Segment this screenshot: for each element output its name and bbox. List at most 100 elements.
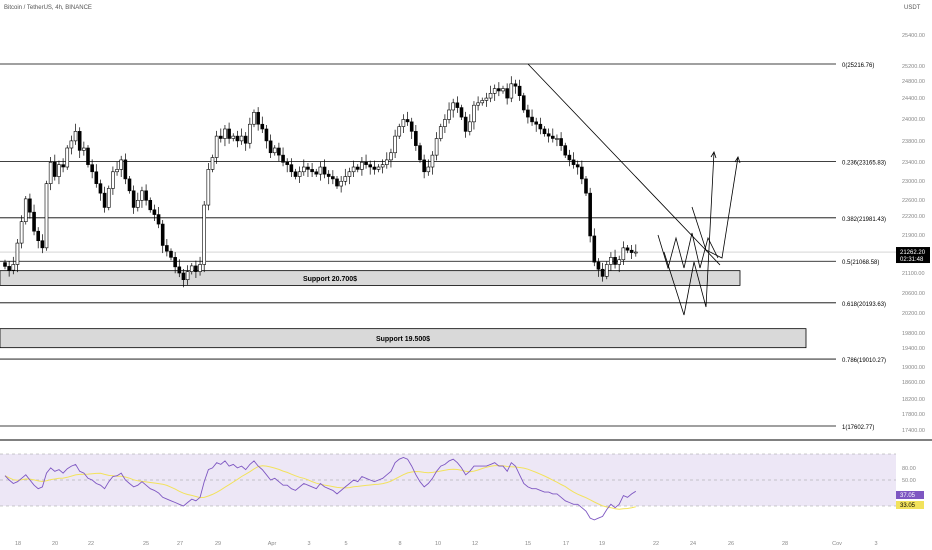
candle-body xyxy=(252,112,256,125)
candle-body xyxy=(567,154,572,161)
candle-body xyxy=(331,176,335,180)
candle-body xyxy=(239,135,244,142)
candle-body xyxy=(376,166,381,170)
candle-body xyxy=(335,178,339,187)
candle-body xyxy=(447,109,451,120)
time-tick: 24 xyxy=(690,541,696,547)
candle-body xyxy=(339,180,343,187)
candle-body xyxy=(214,135,219,158)
candle-body xyxy=(127,178,132,192)
candle-body xyxy=(98,183,103,194)
time-tick: 17 xyxy=(563,541,569,547)
candle-body xyxy=(596,261,601,270)
candle-body xyxy=(617,259,622,265)
currency-label: USDT xyxy=(904,5,921,11)
candle-body xyxy=(61,164,65,168)
price-tick: 17800.00 xyxy=(902,412,925,418)
candle-body xyxy=(405,119,410,123)
candle-body xyxy=(106,188,111,208)
candle-body xyxy=(438,126,443,139)
fib-label: 0(25216.76) xyxy=(842,63,874,69)
candle-body xyxy=(48,161,53,184)
candle-body xyxy=(488,93,493,99)
price-tick: 23400.00 xyxy=(902,160,925,166)
candle-body xyxy=(111,171,115,189)
candle-body xyxy=(69,140,74,149)
candle-body xyxy=(609,257,613,265)
candle-body xyxy=(542,128,547,135)
candle-body xyxy=(509,83,514,99)
candle-body xyxy=(198,264,202,272)
candle-body xyxy=(115,169,119,173)
candle-body xyxy=(306,166,310,170)
candle-body xyxy=(123,159,128,180)
candle-body xyxy=(314,171,319,175)
candle-body xyxy=(625,247,630,251)
price-tick: 20200.00 xyxy=(902,311,925,317)
candle-body xyxy=(281,154,285,163)
candle-body xyxy=(472,104,476,123)
candle-body xyxy=(555,138,559,140)
time-tick: 27 xyxy=(177,541,183,547)
candle-body xyxy=(397,126,402,137)
candle-body xyxy=(156,214,161,225)
candle-body xyxy=(44,183,49,249)
time-tick: 29 xyxy=(215,541,221,547)
price-tick: 24400.00 xyxy=(902,96,925,102)
candle-body xyxy=(77,131,82,151)
time-tick: 15 xyxy=(525,541,531,547)
time-tick: 22 xyxy=(88,541,94,547)
candle-body xyxy=(152,209,157,215)
candle-body xyxy=(7,266,11,271)
candle-body xyxy=(318,166,323,175)
candle-body xyxy=(144,190,148,201)
candle-body xyxy=(513,83,518,87)
candle-body xyxy=(343,176,348,182)
candle-body xyxy=(559,138,563,146)
rsi-ma-label: 33.05 xyxy=(900,503,916,509)
candle-body xyxy=(11,264,16,271)
time-tick: 3 xyxy=(874,541,877,547)
trendline-and-projection xyxy=(527,63,741,316)
projection-path-a xyxy=(663,151,715,316)
fib-levels: 0(25216.76) 0.236(23165.83) 0.382(21981.43… xyxy=(0,63,896,431)
candle-body xyxy=(492,88,497,94)
candle-body xyxy=(235,135,240,142)
candle-body xyxy=(414,131,418,146)
candle-body xyxy=(23,198,28,222)
candle-body xyxy=(243,135,248,144)
candle-body xyxy=(248,123,252,144)
support-zone xyxy=(0,328,807,349)
candle-body xyxy=(322,166,327,175)
price-tick: 19800.00 xyxy=(902,331,925,337)
price-tick: 25200.00 xyxy=(902,64,925,70)
candle-body xyxy=(546,133,551,137)
time-tick: 26 xyxy=(728,541,734,547)
candle-body xyxy=(467,121,472,132)
candle-body xyxy=(443,119,447,127)
candle-body xyxy=(497,88,501,92)
rsi-tick: 80.00 xyxy=(902,466,916,472)
candle-body xyxy=(355,166,360,170)
support-zone xyxy=(0,270,741,286)
candle-body xyxy=(227,128,231,139)
candle-body xyxy=(82,147,86,151)
price-tick: 20600.00 xyxy=(902,291,925,297)
fib-label: 0.786(19010.27) xyxy=(842,358,886,364)
candle-body xyxy=(463,116,468,132)
candle-body xyxy=(52,161,57,177)
candle-body xyxy=(256,112,260,125)
candle-body xyxy=(40,240,45,249)
candle-body xyxy=(550,135,555,139)
price-tick: 23000.00 xyxy=(902,179,925,185)
candle-body xyxy=(575,164,580,168)
candle-body xyxy=(629,249,634,253)
candle-body xyxy=(65,147,70,168)
candle-body xyxy=(613,257,617,265)
candle-body xyxy=(231,135,236,139)
price-tick: 19400.00 xyxy=(902,346,925,352)
candle-body xyxy=(584,178,588,194)
price-tick: 21100.00 xyxy=(902,271,925,277)
